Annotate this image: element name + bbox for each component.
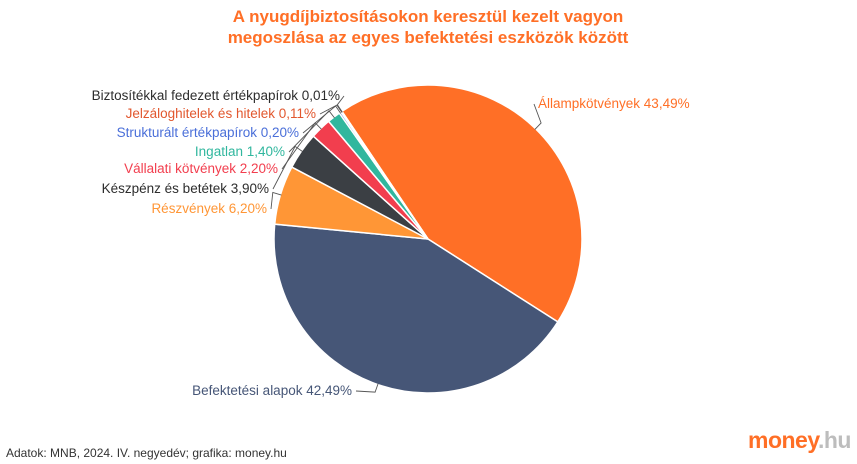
logo-suffix: .hu [817, 427, 852, 453]
label-jelzaloghitelek-es-hitelek: Jelzáloghitelek és hitelek 0,11% [126, 106, 316, 121]
leader-jelzaloghitelek-es-hitelek [319, 104, 343, 115]
chart-title-line-2: megoszlása az egyes befektetési eszközök… [228, 28, 629, 47]
source-note: Adatok: MNB, 2024. IV. negyedév; grafika… [6, 446, 287, 460]
label-biztositekkal-fedezett-ertekpapirok: Biztosítékkal fedezett értékpapírok 0,01… [92, 88, 340, 103]
label-allampkotvenyek: Állampkötvények 43,49% [538, 96, 690, 111]
leader-allampkotvenyek [533, 103, 542, 130]
label-vallalati-kotvenyek: Vállalati kötvények 2,20% [124, 161, 278, 176]
label-ingatlan: Ingatlan 1,40% [195, 144, 285, 159]
leader-reszvenyek [270, 191, 282, 210]
label-reszvenyek: Részvények 6,20% [151, 201, 267, 216]
slice-labels: Állampkötvények 43,49% Befektetési alapok… [92, 88, 690, 398]
leader-biztositekkal-fedezett-ertekpapirok [336, 95, 345, 113]
leader-keszpenz-es-betetek [272, 145, 303, 190]
label-keszpenz-es-betetek: Készpénz és betétek 3,90% [102, 181, 269, 196]
label-leader-lines [270, 95, 542, 393]
money-hu-logo[interactable]: money.hu [748, 427, 851, 454]
logo-text: money [748, 427, 818, 453]
label-strukturalt-ertekpapirok: Strukturált értékpapírok 0,20% [117, 125, 299, 140]
pie-slices [273, 84, 583, 394]
leader-ingatlan [288, 110, 335, 153]
label-befektetesi-alapok: Befektetési alapok 42,49% [192, 383, 352, 398]
chart-title-line-1: A nyugdíjbiztosításokon keresztül kezelt… [233, 7, 623, 26]
leader-befektetesi-alapok [355, 383, 379, 393]
